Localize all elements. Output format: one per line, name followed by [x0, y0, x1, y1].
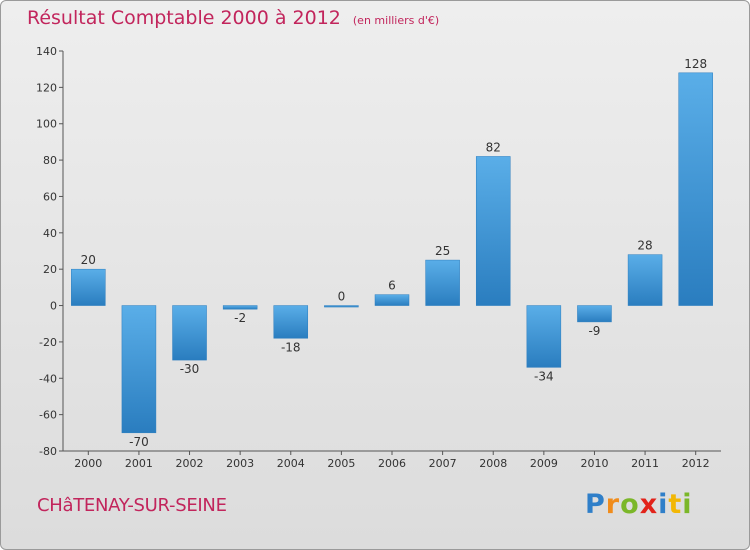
bar	[475, 156, 511, 306]
x-tick-label: 2008	[479, 457, 507, 470]
data-label: 6	[388, 279, 396, 293]
x-tick-label: 2003	[226, 457, 254, 470]
bar	[324, 305, 359, 308]
y-tick-label: -20	[39, 336, 57, 349]
y-tick-label: 0	[50, 300, 57, 313]
y-tick-label: 60	[43, 190, 57, 203]
data-label: -18	[281, 340, 301, 354]
data-label: -70	[129, 435, 149, 449]
x-tick-label: 2011	[631, 457, 659, 470]
bar	[172, 305, 207, 361]
logo-letter: P	[585, 489, 606, 520]
data-label: 25	[435, 244, 450, 258]
x-tick-label: 2001	[125, 457, 153, 470]
data-labels: 20 -70 -30 -2 -18 0 6 25 82 -34 -9 28 128	[81, 57, 707, 449]
x-tick-label: 2007	[429, 457, 457, 470]
y-tick-label: -40	[39, 372, 57, 385]
x-tick-label: 2006	[378, 457, 406, 470]
chart-subtitle: (en milliers d'€)	[352, 14, 440, 27]
bar	[425, 259, 460, 306]
logo-letter: r	[605, 489, 621, 520]
x-tick-label: 2009	[530, 457, 558, 470]
data-label: -2	[234, 311, 246, 325]
x-tick-label: 2004	[277, 457, 305, 470]
data-label: 28	[637, 239, 652, 253]
bar	[222, 305, 258, 310]
x-tick-label: 2002	[176, 457, 204, 470]
y-tick-label: 120	[36, 81, 57, 94]
y-tick-label: 40	[43, 227, 57, 240]
bar	[374, 294, 410, 306]
data-label: 20	[81, 253, 96, 267]
logo-letter: t	[668, 489, 683, 520]
logo-letter: i	[658, 489, 669, 520]
y-tick-label: 20	[43, 263, 57, 276]
data-label: 128	[684, 57, 707, 71]
y-tick-label: -60	[39, 409, 57, 422]
data-label: 82	[486, 140, 501, 154]
data-label: -30	[180, 362, 200, 376]
data-label: 0	[338, 290, 346, 304]
bars	[71, 72, 713, 434]
bar	[577, 305, 612, 323]
logo-letter: o	[620, 489, 640, 520]
x-tick-label: 2000	[74, 457, 102, 470]
data-label: -34	[534, 369, 554, 383]
data-label: -9	[588, 324, 600, 338]
title-text: Résultat Comptable 2000 à 2012	[27, 7, 341, 29]
y-tick-label: 140	[36, 45, 57, 58]
bar	[71, 268, 106, 306]
proxiti-logo: Proxiti	[585, 489, 693, 520]
x-tick-label: 2012	[682, 457, 710, 470]
bar	[627, 254, 663, 306]
bar	[121, 305, 157, 434]
x-tick-label: 2005	[327, 457, 355, 470]
bar	[273, 305, 309, 339]
commune-name: CHâTENAY-SUR-SEINE	[37, 495, 227, 516]
y-tick-label: -80	[39, 445, 57, 458]
bar	[678, 72, 713, 306]
logo-letter: x	[639, 489, 659, 520]
y-tick-label: 100	[36, 118, 57, 131]
chart-title: Résultat Comptable 2000 à 2012 (en millie…	[27, 7, 439, 29]
bar	[526, 305, 562, 368]
x-tick-label: 2010	[580, 457, 608, 470]
logo-letter: i	[682, 489, 693, 520]
y-tick-label: 80	[43, 154, 57, 167]
